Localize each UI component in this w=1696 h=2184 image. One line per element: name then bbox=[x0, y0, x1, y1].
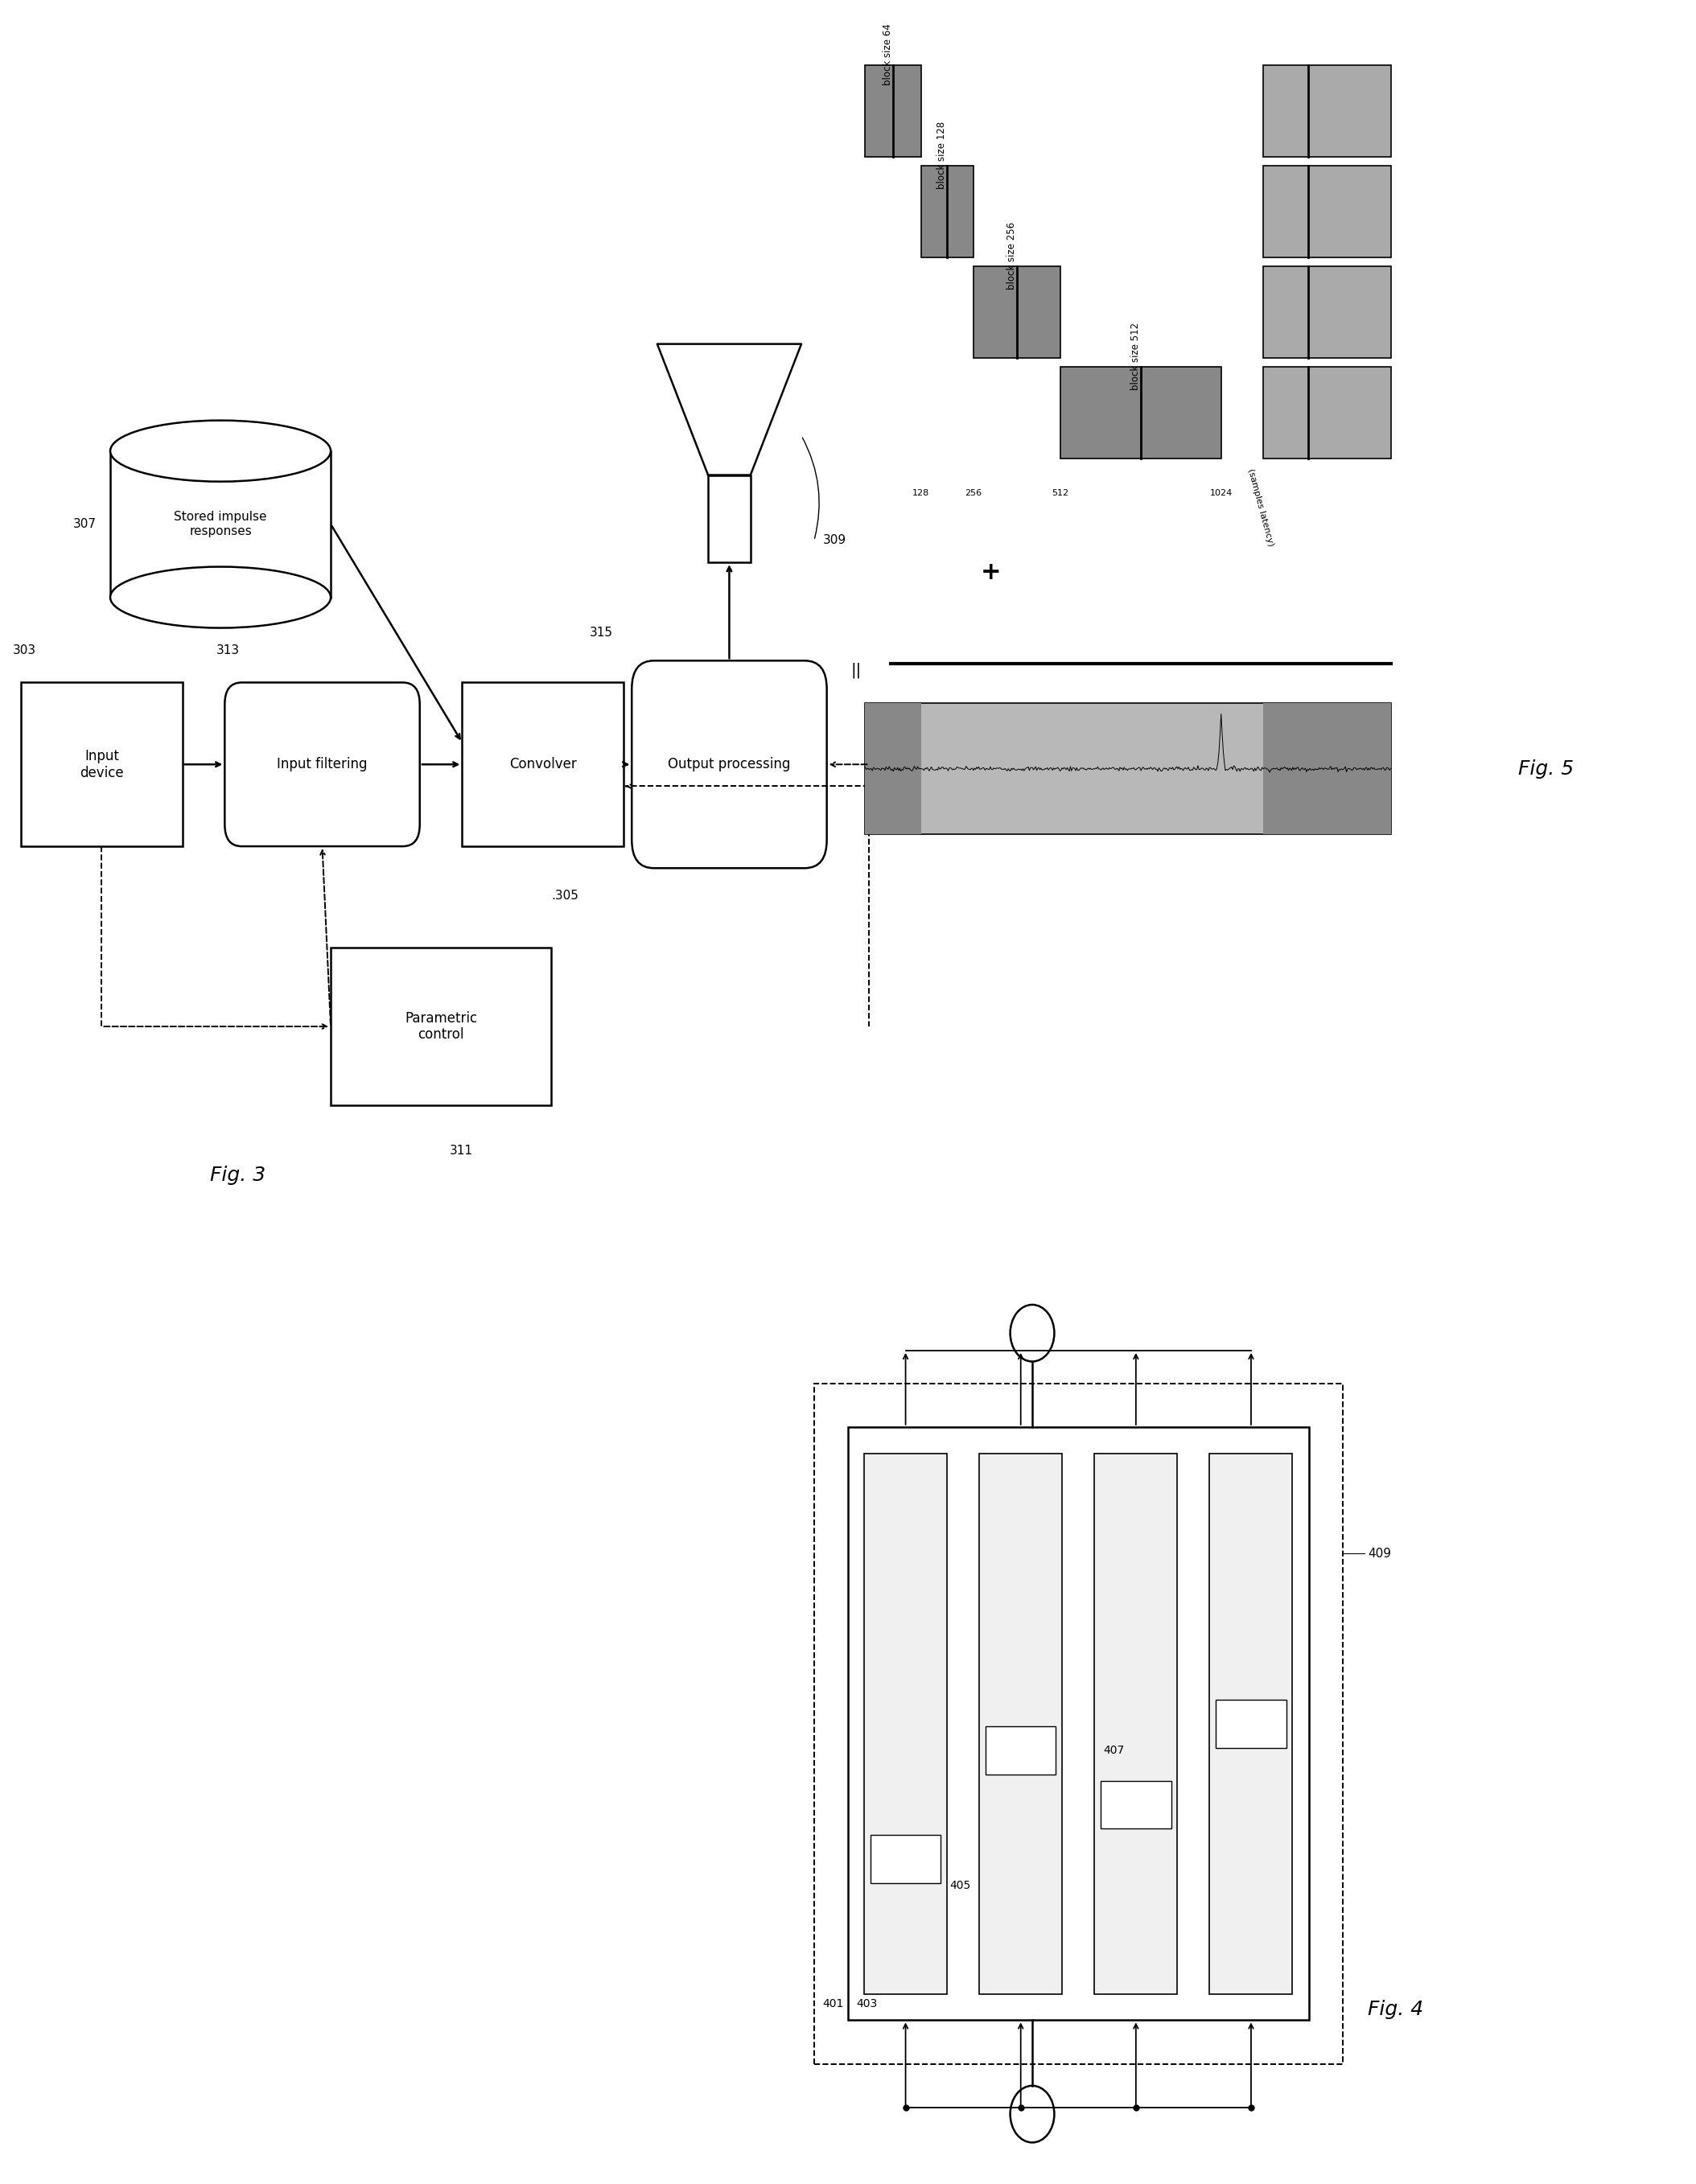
Text: 128: 128 bbox=[912, 489, 929, 498]
Text: 405: 405 bbox=[950, 1880, 970, 1891]
Bar bbox=[1264, 367, 1391, 459]
Bar bbox=[1264, 66, 1391, 157]
Text: .305: .305 bbox=[551, 891, 578, 902]
Bar bbox=[865, 66, 921, 157]
Text: Input filtering: Input filtering bbox=[276, 758, 368, 771]
Bar bbox=[1264, 266, 1391, 358]
Bar bbox=[1101, 1780, 1172, 1828]
Ellipse shape bbox=[110, 566, 331, 629]
Bar bbox=[814, 1382, 1343, 2064]
Text: block size 128: block size 128 bbox=[936, 122, 946, 188]
Bar bbox=[865, 703, 1391, 834]
Text: Stored impulse
responses: Stored impulse responses bbox=[175, 511, 266, 537]
Bar bbox=[1209, 1452, 1292, 1994]
Text: ||: || bbox=[851, 662, 862, 679]
Text: 311: 311 bbox=[449, 1144, 473, 1158]
Bar bbox=[20, 681, 183, 845]
Text: Convolver: Convolver bbox=[509, 758, 577, 771]
Bar bbox=[709, 474, 750, 561]
Bar bbox=[979, 1452, 1062, 1994]
Text: 313: 313 bbox=[217, 644, 239, 655]
Text: Output processing: Output processing bbox=[668, 758, 790, 771]
Bar bbox=[331, 948, 551, 1105]
Bar bbox=[974, 266, 1060, 358]
FancyBboxPatch shape bbox=[224, 681, 421, 845]
Text: 409: 409 bbox=[1369, 1548, 1391, 1559]
Polygon shape bbox=[658, 343, 801, 474]
Bar bbox=[1094, 1452, 1177, 1994]
Ellipse shape bbox=[110, 419, 331, 480]
Text: (samples latency): (samples latency) bbox=[1247, 467, 1275, 546]
Bar bbox=[1264, 703, 1391, 834]
Text: 403: 403 bbox=[856, 1998, 877, 2009]
Bar bbox=[1216, 1699, 1286, 1747]
Text: block size 64: block size 64 bbox=[882, 24, 892, 85]
Bar bbox=[865, 1452, 946, 1994]
Text: 256: 256 bbox=[965, 489, 982, 498]
Text: 407: 407 bbox=[1102, 1745, 1124, 1756]
Text: block size 256: block size 256 bbox=[1006, 223, 1016, 288]
Bar bbox=[985, 1728, 1057, 1776]
Text: 315: 315 bbox=[590, 627, 612, 638]
Bar bbox=[1264, 166, 1391, 258]
Bar bbox=[461, 681, 624, 845]
Text: Input
device: Input device bbox=[80, 749, 124, 780]
Bar bbox=[1060, 367, 1221, 459]
Bar bbox=[870, 1835, 941, 1883]
FancyBboxPatch shape bbox=[631, 660, 826, 867]
Text: 512: 512 bbox=[1052, 489, 1068, 498]
Text: Fig. 3: Fig. 3 bbox=[210, 1166, 265, 1184]
Text: Fig. 4: Fig. 4 bbox=[1369, 2001, 1423, 2018]
Text: +: + bbox=[980, 561, 1001, 583]
Text: Fig. 5: Fig. 5 bbox=[1518, 760, 1574, 778]
Bar bbox=[110, 452, 331, 596]
Bar bbox=[921, 166, 974, 258]
Text: Parametric
control: Parametric control bbox=[405, 1011, 477, 1042]
Text: 309: 309 bbox=[823, 535, 846, 546]
Bar bbox=[848, 1426, 1309, 2020]
Text: 303: 303 bbox=[12, 644, 36, 655]
Text: 307: 307 bbox=[73, 518, 97, 531]
Bar bbox=[865, 703, 921, 834]
Text: block size 512: block size 512 bbox=[1130, 323, 1140, 389]
Text: 1024: 1024 bbox=[1209, 489, 1233, 498]
Text: 401: 401 bbox=[823, 1998, 845, 2009]
